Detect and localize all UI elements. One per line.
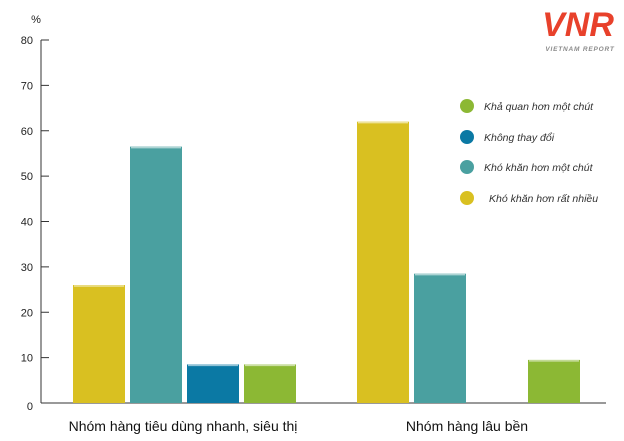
bar-1-series-4	[244, 364, 296, 403]
legend-label: Khả quan hơn một chút	[484, 101, 594, 113]
bars	[73, 121, 580, 404]
y-tick-label: 70	[21, 80, 33, 92]
bar-2-series-1	[357, 121, 409, 404]
vnr-logo: VNR VIETNAM REPORT	[534, 2, 622, 54]
category-label: Nhóm hàng tiêu dùng nhanh, siêu thị	[69, 418, 298, 434]
bar-2-series-2	[414, 273, 466, 403]
legend-swatch	[460, 160, 474, 174]
category-labels: Nhóm hàng tiêu dùng nhanh, siêu thị Nhóm …	[69, 418, 529, 434]
bar-1-series-1	[73, 285, 125, 403]
y-tick-label: 10	[21, 353, 33, 365]
y-axis-unit-label: %	[31, 14, 41, 26]
legend-label: Khó khăn hơn một chút	[484, 162, 594, 174]
y-tick-label: 30	[21, 262, 33, 274]
bar-2-series-4	[528, 359, 580, 403]
logo-mark: VNR	[542, 6, 614, 44]
y-tick-label: 80	[21, 35, 33, 47]
bar-1-series-2	[130, 146, 182, 403]
y-tick-label: 20	[21, 307, 33, 319]
legend-label: Không thay đổi	[484, 132, 555, 144]
legend-swatch	[460, 130, 474, 144]
category-label: Nhóm hàng lâu bền	[406, 418, 528, 434]
y-tick-label: 0	[27, 401, 33, 413]
logo-subtitle: VIETNAM REPORT	[545, 46, 614, 53]
legend-label: Khó khăn hơn rất nhiều	[489, 193, 598, 205]
y-tick-label: 60	[21, 126, 33, 138]
legend-swatch	[460, 191, 474, 205]
y-tick-label: 50	[21, 171, 33, 183]
bar-1-series-3	[187, 364, 239, 403]
legend: Khả quan hơn một chút Không thay đổi Khó k…	[460, 99, 598, 205]
y-tick-label: 40	[21, 217, 33, 229]
legend-swatch	[460, 99, 474, 113]
